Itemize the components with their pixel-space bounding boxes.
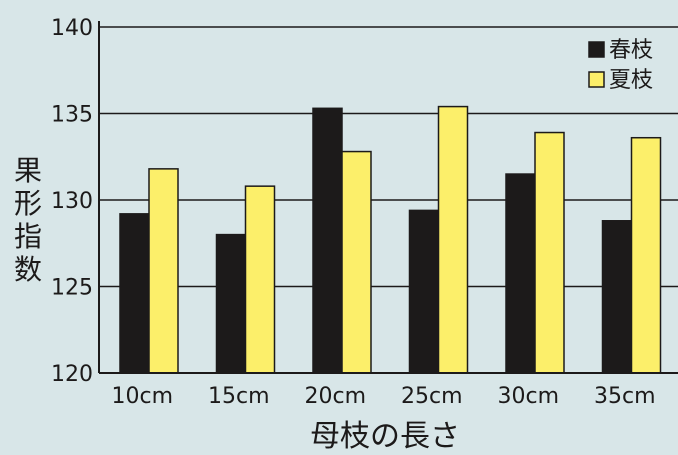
bar [148,168,179,374]
axes-layer [98,21,678,374]
bar [244,185,276,374]
bar [437,105,469,374]
bar [630,136,662,374]
y-tick-label: 135 [51,103,93,128]
x-tick-label: 25cm [401,384,463,409]
bar [534,131,565,374]
ticks-layer: 120 125 130 135 140 10cm 15cm 20cm 25cm 30cm 35cm [51,16,656,409]
x-tick-label: 10cm [111,384,173,409]
bar [601,220,633,374]
x-tick-label: 35cm [594,384,656,409]
legend-swatch [588,41,605,58]
x-tick-label: 30cm [497,384,559,409]
grid-layer [99,26,678,288]
legend-swatch [588,71,605,88]
bar [119,213,150,374]
bar [341,150,372,374]
x-axis-title: 母枝の長さ [310,419,460,454]
bar [312,107,343,374]
y-axis-title-char: 数 [14,253,42,286]
y-axis-title-char: 指 [14,220,42,253]
y-tick-label: 140 [51,16,93,41]
legend-label: 春枝 [609,38,653,63]
bars-layer [119,105,662,374]
y-axis-title-char: 果 [14,154,42,187]
x-tick-label: 15cm [208,384,270,409]
bar [408,209,440,374]
y-axis-title: 果形指数 [14,154,42,286]
x-tick-label: 20cm [304,384,366,409]
legend-label: 夏枝 [609,68,653,93]
y-axis-title-char: 形 [14,187,42,220]
axis-titles: 果形指数 母枝の長さ [14,154,460,454]
y-tick-label: 130 [51,189,93,214]
bar [505,173,536,374]
y-tick-label: 125 [51,276,93,301]
bar [215,233,247,374]
y-tick-label: 120 [51,362,93,387]
